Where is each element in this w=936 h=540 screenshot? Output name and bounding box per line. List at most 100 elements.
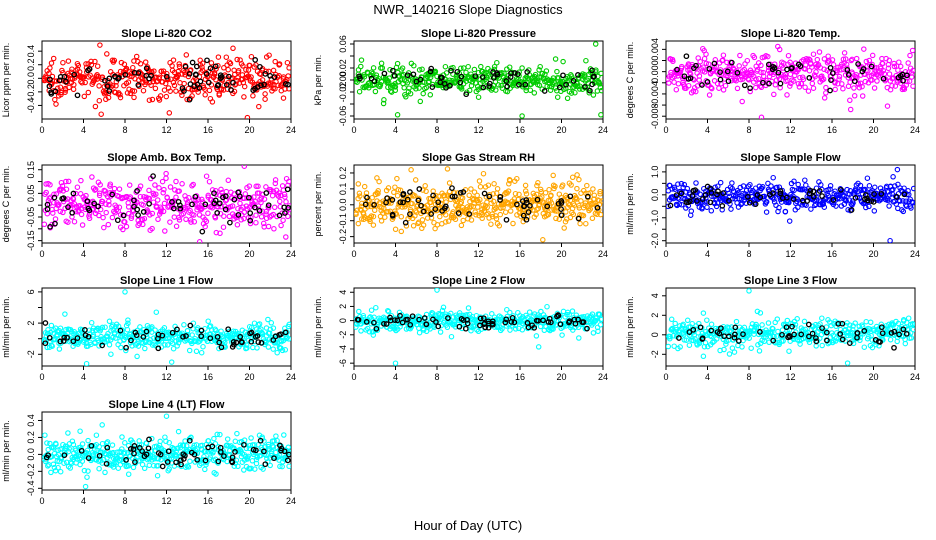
reference-point xyxy=(681,73,688,80)
data-point xyxy=(840,56,847,63)
data-point xyxy=(838,67,844,73)
data-point xyxy=(272,180,279,187)
reference-point xyxy=(400,199,406,206)
data-point xyxy=(703,51,709,57)
reference-point xyxy=(102,77,108,84)
data-point xyxy=(474,83,481,90)
data-point xyxy=(85,89,92,96)
data-point xyxy=(786,218,793,224)
reference-point xyxy=(862,196,868,203)
data-point xyxy=(126,182,133,188)
data-point xyxy=(566,311,572,318)
data-point xyxy=(167,184,174,190)
reference-point xyxy=(404,316,411,323)
data-point xyxy=(229,203,236,209)
data-point xyxy=(165,76,171,83)
data-point xyxy=(183,52,190,58)
reference-point xyxy=(256,207,263,214)
outlier-point xyxy=(844,360,851,366)
data-point xyxy=(772,82,779,88)
reference-point xyxy=(827,87,833,94)
x-tick-label: 12 xyxy=(473,125,483,135)
data-point xyxy=(910,83,915,89)
reference-point xyxy=(813,338,820,345)
reference-point xyxy=(878,324,885,331)
reference-point xyxy=(177,205,184,212)
scatter-points xyxy=(42,165,291,243)
data-point xyxy=(279,183,286,189)
data-point xyxy=(759,184,766,190)
data-point xyxy=(839,81,845,87)
data-point xyxy=(88,319,95,326)
data-point xyxy=(478,85,484,91)
reference-point xyxy=(389,197,396,203)
data-point xyxy=(537,63,543,70)
data-point xyxy=(397,187,404,194)
data-point xyxy=(185,464,192,470)
data-point xyxy=(235,67,242,74)
data-point xyxy=(468,186,474,192)
data-point xyxy=(225,66,231,73)
data-point xyxy=(42,432,48,438)
data-point xyxy=(504,88,511,95)
data-point xyxy=(535,180,541,186)
data-point xyxy=(177,80,183,86)
reference-point xyxy=(558,212,565,219)
reference-point xyxy=(263,190,270,196)
data-point xyxy=(895,320,902,327)
data-point xyxy=(681,337,688,343)
data-point xyxy=(181,322,187,328)
reference-point xyxy=(169,199,175,205)
data-point xyxy=(522,75,529,81)
data-point xyxy=(523,191,530,197)
data-point xyxy=(177,442,184,448)
data-point xyxy=(98,111,104,117)
data-point xyxy=(202,92,208,98)
data-point xyxy=(582,202,588,209)
reference-point xyxy=(740,331,746,338)
data-point xyxy=(886,203,892,209)
data-point xyxy=(265,205,272,211)
data-point xyxy=(598,87,603,94)
reference-point xyxy=(524,69,531,75)
data-point xyxy=(547,87,554,93)
data-point xyxy=(222,344,228,350)
reference-point xyxy=(207,65,214,72)
data-point xyxy=(700,310,707,316)
data-point xyxy=(206,87,213,94)
x-tick-label: 4 xyxy=(393,125,398,135)
data-point xyxy=(398,213,405,220)
reference-point xyxy=(233,339,240,346)
data-point xyxy=(753,76,759,82)
data-point xyxy=(358,57,365,63)
data-point xyxy=(125,204,132,210)
reference-point xyxy=(202,201,209,208)
data-point xyxy=(897,198,903,204)
reference-point xyxy=(777,188,784,194)
y-tick-label: -0.1 xyxy=(338,213,348,229)
data-point xyxy=(131,88,138,94)
data-point xyxy=(149,210,156,217)
reference-point xyxy=(735,338,742,344)
data-point xyxy=(494,324,501,331)
data-point xyxy=(554,68,560,75)
reference-point xyxy=(720,190,727,196)
reference-point xyxy=(541,88,548,94)
x-tick-label: 8 xyxy=(746,249,751,259)
reference-point xyxy=(46,334,53,341)
data-point xyxy=(801,318,808,325)
x-tick-label: 4 xyxy=(81,496,86,506)
data-point xyxy=(903,203,910,209)
data-point xyxy=(499,85,506,91)
data-point xyxy=(544,303,550,310)
reference-point xyxy=(421,315,428,321)
data-point xyxy=(899,207,905,213)
data-point xyxy=(576,176,582,183)
reference-point xyxy=(207,335,214,342)
data-point xyxy=(816,49,823,55)
data-point xyxy=(686,62,692,68)
data-point xyxy=(235,205,241,212)
data-point xyxy=(205,192,211,199)
data-point xyxy=(583,57,589,64)
